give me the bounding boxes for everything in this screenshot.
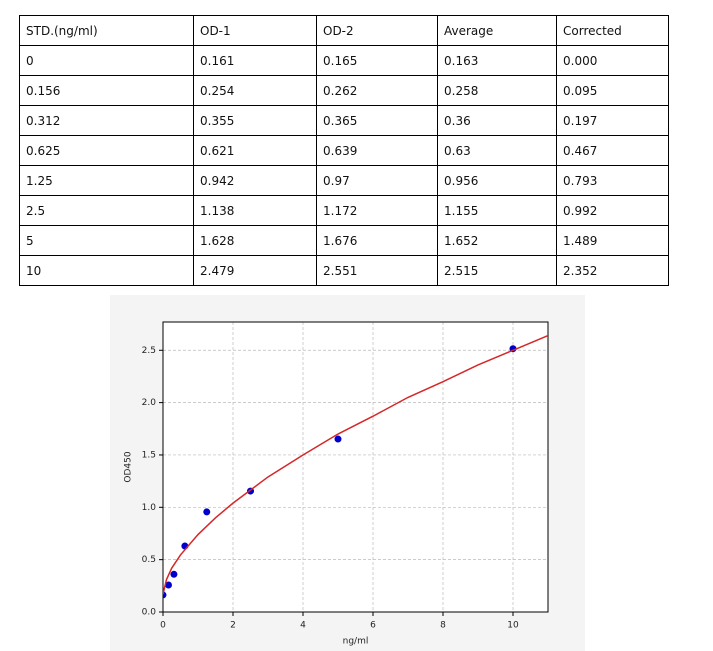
plot-frame: [162, 321, 549, 613]
data-point: [164, 581, 172, 589]
table-row: 0 0.161 0.165 0.163 0.000: [19, 45, 669, 76]
table-cell: 0.165: [316, 45, 438, 76]
table-cell: STD.(ng/ml): [19, 15, 194, 46]
y-tick-label: 0.0: [142, 608, 157, 618]
table-cell: Average: [437, 15, 557, 46]
table-cell: 0.621: [193, 135, 317, 166]
table-cell: 0.36: [437, 105, 557, 136]
table-cell: 2.5: [19, 195, 194, 226]
chart: 0.0 0.5 1.0 1.5 2.0 2.5 0 2 4 6 8 10 ng/ml OD450: [110, 295, 585, 651]
table-cell: 2.352: [556, 255, 669, 286]
table-cell: 2.551: [316, 255, 438, 286]
table-cell: 0.262: [316, 75, 438, 106]
table-cell: 0.63: [437, 135, 557, 166]
table-cell: 0.365: [316, 105, 438, 136]
table-row: 5 1.628 1.676 1.652 1.489: [19, 225, 669, 256]
table-cell: 0.163: [437, 45, 557, 76]
table-cell: Corrected: [556, 15, 669, 46]
table-row: 10 2.479 2.551 2.515 2.352: [19, 255, 669, 286]
x-tick-label: 8: [440, 621, 446, 631]
table-cell: 0: [19, 45, 194, 76]
table-cell: 2.515: [437, 255, 557, 286]
y-tick-label: 2.0: [142, 398, 157, 408]
data-point: [203, 508, 211, 516]
data-point: [334, 435, 342, 443]
table-cell: 0.095: [556, 75, 669, 106]
x-tick-label: 2: [230, 621, 236, 631]
plot-area: [163, 322, 548, 612]
table-cell: 0.161: [193, 45, 317, 76]
table-cell: 0.258: [437, 75, 557, 106]
table-cell: 10: [19, 255, 194, 286]
table-cell: 0.97: [316, 165, 438, 196]
table-cell: 1.172: [316, 195, 438, 226]
table-cell: 1.155: [437, 195, 557, 226]
table-cell: 1.25: [19, 165, 194, 196]
table-cell: 0.956: [437, 165, 557, 196]
table-cell: 1.652: [437, 225, 557, 256]
table-cell: 1.676: [316, 225, 438, 256]
table-cell: 0.625: [19, 135, 194, 166]
table-cell: 1.489: [556, 225, 669, 256]
y-tick-label: 0.5: [142, 555, 156, 565]
table-cell: OD-1: [193, 15, 317, 46]
table-cell: 0.793: [556, 165, 669, 196]
table-cell: 0.000: [556, 45, 669, 76]
x-tick-label: 10: [507, 621, 519, 631]
x-axis-label: ng/ml: [343, 637, 369, 647]
table-cell: 0.467: [556, 135, 669, 166]
table-cell: 0.312: [19, 105, 194, 136]
data-point: [170, 570, 178, 578]
table-row: 2.5 1.138 1.172 1.155 0.992: [19, 195, 669, 226]
table-row: 0.312 0.355 0.365 0.36 0.197: [19, 105, 669, 136]
table-cell: 0.942: [193, 165, 317, 196]
table-cell: 0.639: [316, 135, 438, 166]
fit-curve: [163, 334, 548, 595]
table-cell: 1.138: [193, 195, 317, 226]
x-tick-label: 6: [370, 621, 376, 631]
y-tick-label: 2.5: [142, 346, 156, 356]
table-cell: 0.992: [556, 195, 669, 226]
data-table: STD.(ng/ml) OD-1 OD-2 Average Corrected 0 0.16…: [19, 15, 669, 286]
table-cell: 2.479: [193, 255, 317, 286]
table-cell: 0.156: [19, 75, 194, 106]
table-cell: 1.628: [193, 225, 317, 256]
table-cell: 0.355: [193, 105, 317, 136]
table-row: 0.156 0.254 0.262 0.258 0.095: [19, 75, 669, 106]
table-cell: 0.254: [193, 75, 317, 106]
y-axis-label: OD450: [124, 451, 134, 482]
table-cell: 5: [19, 225, 194, 256]
table-row: 1.25 0.942 0.97 0.956 0.793: [19, 165, 669, 196]
y-tick-label: 1.0: [142, 503, 157, 513]
table-row: 0.625 0.621 0.639 0.63 0.467: [19, 135, 669, 166]
table-cell: OD-2: [316, 15, 438, 46]
x-tick-label: 0: [160, 621, 166, 631]
table-cell: 0.197: [556, 105, 669, 136]
x-tick-label: 4: [300, 621, 306, 631]
header-row: STD.(ng/ml) OD-1 OD-2 Average Corrected: [19, 15, 669, 46]
y-tick-label: 1.5: [142, 450, 156, 460]
